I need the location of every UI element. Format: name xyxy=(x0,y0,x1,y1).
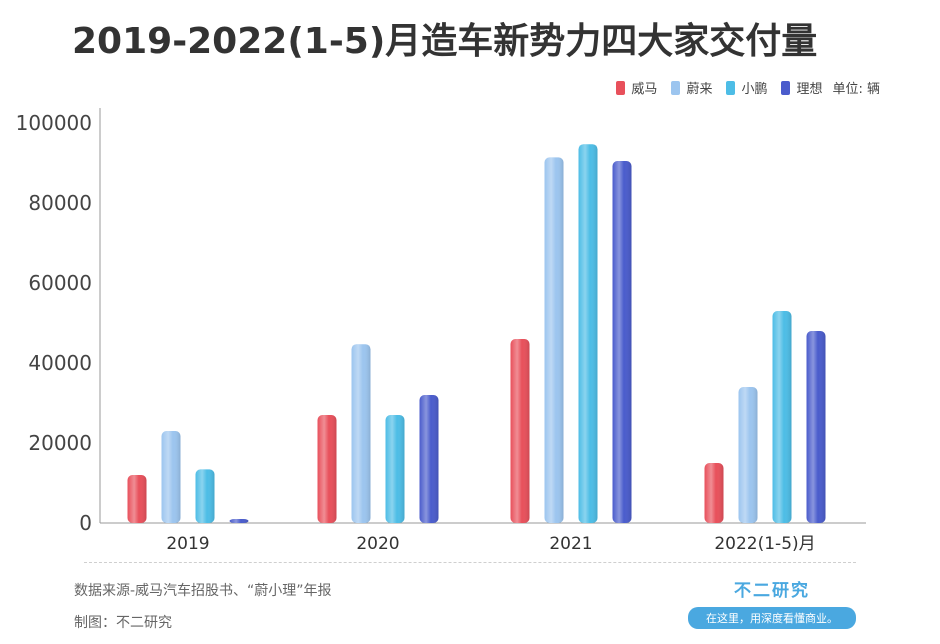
bar-shine xyxy=(385,415,405,523)
bar-chart: 0 20000 40000 60000 80000 100000 2019 2020 2021… xyxy=(16,108,866,554)
bars xyxy=(127,144,826,523)
bar-shine xyxy=(704,463,724,523)
x-tick-labels: 2019 2020 2021 2022(1-5)月 xyxy=(166,534,815,554)
legend-item-xpeng: 小鹏 xyxy=(726,78,767,97)
legend-label-li: 理想 xyxy=(796,82,823,97)
legend-swatch-nio xyxy=(671,80,681,95)
footer-divider xyxy=(84,562,856,563)
credit-note: 制图：不二研究 xyxy=(74,615,172,631)
bar-shine xyxy=(738,387,758,523)
bar-shine xyxy=(510,339,530,523)
legend-item-nio: 蔚来 xyxy=(671,78,712,97)
unit-label: 单位: 辆 xyxy=(832,82,880,97)
y-tick-label: 100000 xyxy=(16,111,92,135)
y-tick-label: 20000 xyxy=(28,431,92,455)
x-tick-label: 2022(1-5)月 xyxy=(714,534,815,554)
bar-shine xyxy=(806,331,826,523)
y-tick-label: 80000 xyxy=(28,191,92,215)
legend-label-nio: 蔚来 xyxy=(686,82,713,97)
x-tick-label: 2021 xyxy=(549,534,592,554)
legend-label-xpeng: 小鹏 xyxy=(741,82,768,97)
bar-shine xyxy=(351,344,371,523)
legend-item-weima: 威马 xyxy=(616,78,657,97)
y-tick-label: 60000 xyxy=(28,271,92,295)
brand-name: 不二研究 xyxy=(734,581,810,601)
bar-shine xyxy=(317,415,337,523)
y-tick-label: 0 xyxy=(79,511,92,535)
bar-shine xyxy=(772,311,792,523)
source-note: 数据来源-威马汽车招股书、“蔚小理”年报 xyxy=(74,583,332,599)
bar-shine xyxy=(544,157,564,523)
legend-item-li: 理想 xyxy=(781,78,822,97)
x-tick-label: 2019 xyxy=(166,534,209,554)
bar-shine xyxy=(578,144,598,523)
x-tick-label: 2020 xyxy=(356,534,399,554)
brand-logo: 不二研究 在这里，用深度看懂商业。 xyxy=(688,576,856,629)
bar-shine xyxy=(161,431,181,523)
y-tick-labels: 0 20000 40000 60000 80000 100000 xyxy=(16,111,92,535)
legend-swatch-weima xyxy=(616,80,626,95)
legend-label-weima: 威马 xyxy=(631,82,658,97)
y-tick-label: 40000 xyxy=(28,351,92,375)
bar-shine xyxy=(229,519,249,523)
bar-shine xyxy=(419,395,439,523)
bar-shine xyxy=(612,161,632,523)
brand-slogan: 在这里，用深度看懂商业。 xyxy=(688,607,856,629)
bar-shine xyxy=(195,469,215,523)
legend: 威马 蔚来 小鹏 理想 单位: 辆 xyxy=(602,78,880,97)
legend-swatch-li xyxy=(781,80,791,95)
legend-swatch-xpeng xyxy=(726,80,736,95)
chart-title: 2019-2022(1-5)月造车新势力四大家交付量 xyxy=(72,21,818,62)
bar-shine xyxy=(127,475,147,523)
